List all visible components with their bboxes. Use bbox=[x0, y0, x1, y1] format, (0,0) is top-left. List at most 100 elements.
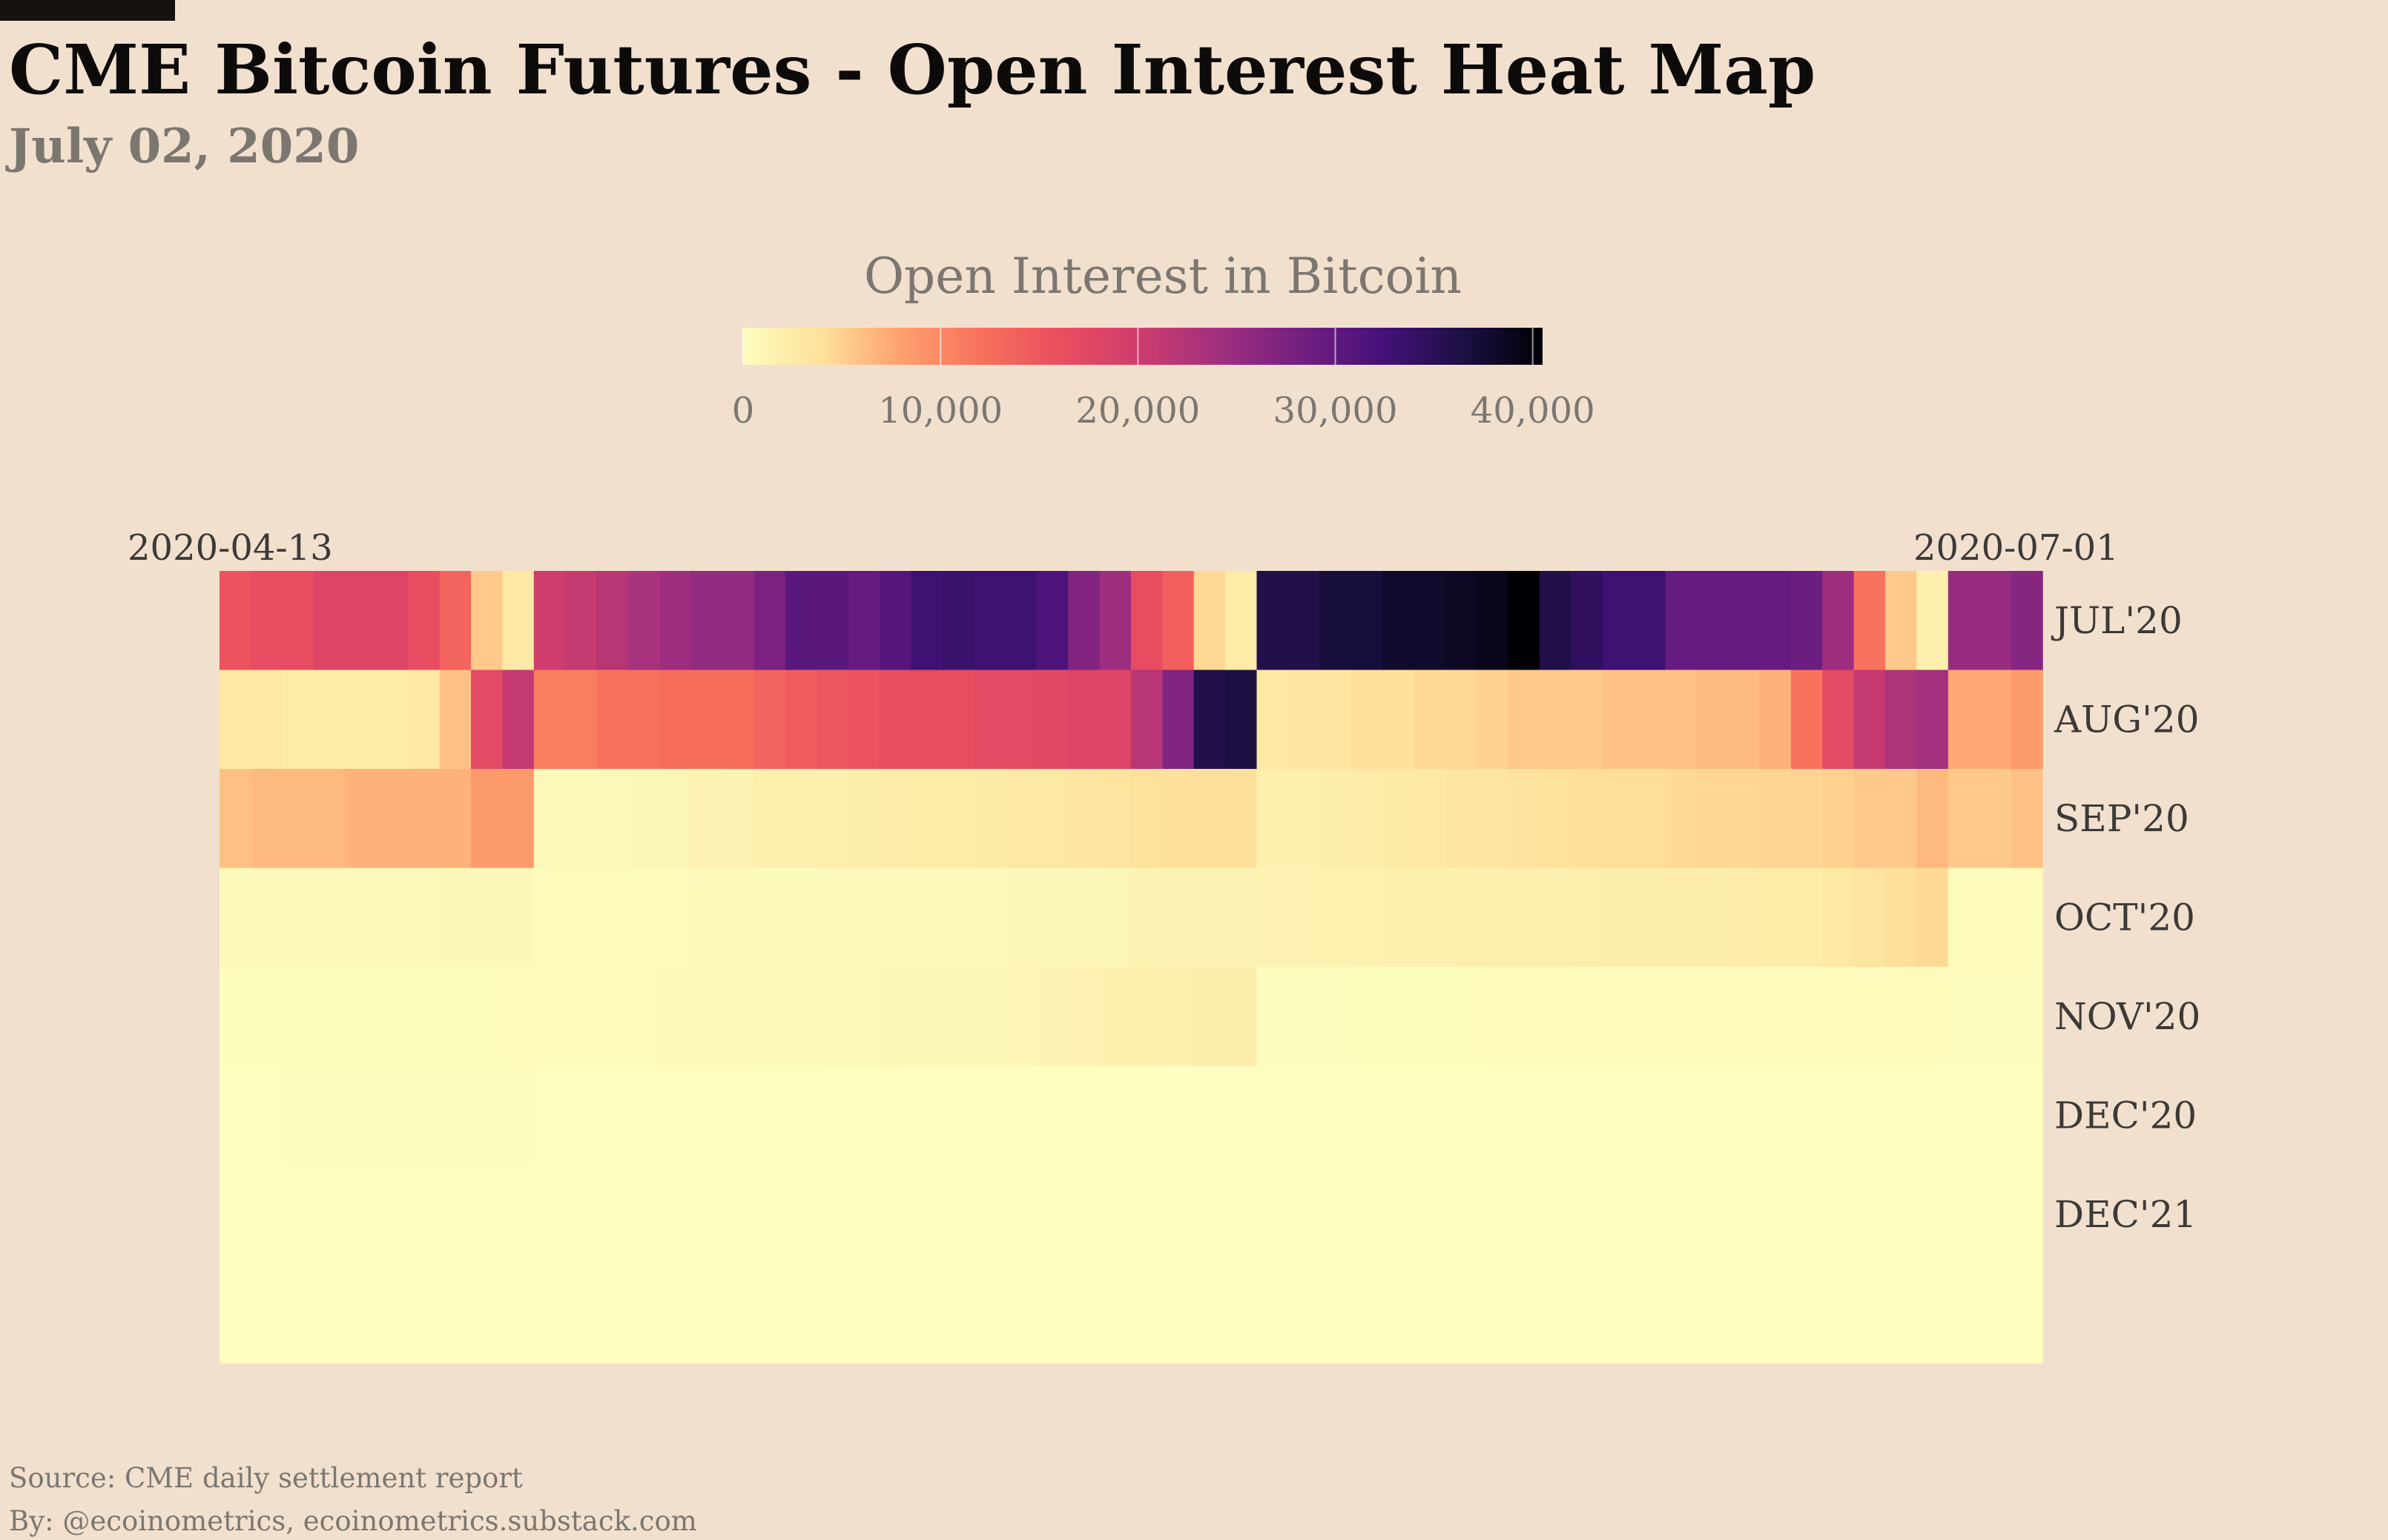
heatmap-cell bbox=[1414, 1165, 1446, 1265]
heatmap-cell bbox=[627, 1165, 661, 1265]
heatmap-cell bbox=[1225, 967, 1258, 1067]
heatmap-cell bbox=[2011, 967, 2043, 1067]
heatmap-cells bbox=[220, 571, 2043, 1364]
heatmap-cell bbox=[1445, 670, 1477, 770]
heatmap-cell bbox=[1131, 670, 1164, 770]
chart-subtitle: July 02, 2020 bbox=[9, 119, 360, 174]
heatmap-cell bbox=[282, 1165, 314, 1265]
heatmap-cell bbox=[1571, 868, 1603, 968]
heatmap-cell bbox=[408, 1263, 441, 1364]
heatmap-cell bbox=[1885, 1065, 1918, 1166]
row-labels: JUL'20 AUG'20 SEP'20 OCT'20 NOV'20 DEC'20 DEC'… bbox=[2051, 599, 2200, 1236]
heatmap-cell bbox=[1696, 1165, 1729, 1265]
heatmap-cell bbox=[1822, 868, 1855, 968]
heatmap-cell bbox=[565, 769, 598, 869]
heatmap-cell bbox=[1256, 769, 1289, 869]
heatmap-cell bbox=[1036, 967, 1069, 1067]
heatmap-cell bbox=[345, 868, 377, 968]
heatmap-cell bbox=[753, 670, 786, 770]
heatmap-cell bbox=[1947, 769, 1981, 869]
heatmap-cell bbox=[1885, 769, 1918, 869]
heatmap-cell bbox=[1790, 1263, 1824, 1364]
heatmap-cell bbox=[1193, 967, 1226, 1067]
heatmap-cell bbox=[785, 1165, 818, 1265]
heatmap-cell bbox=[1728, 868, 1761, 968]
heatmap-cell bbox=[1696, 1263, 1729, 1364]
heatmap-cell bbox=[1477, 967, 1509, 1067]
heatmap-cell bbox=[282, 670, 314, 770]
heatmap-cell bbox=[376, 967, 409, 1067]
row-label: OCT'20 bbox=[2054, 896, 2195, 939]
heatmap-cell bbox=[471, 868, 504, 968]
heatmap-cell bbox=[722, 967, 755, 1067]
heatmap-cell bbox=[627, 1065, 661, 1166]
heatmap-cell bbox=[1225, 1263, 1258, 1364]
heatmap-cell bbox=[722, 670, 755, 770]
heatmap-cell bbox=[722, 1065, 755, 1166]
heatmap-cell bbox=[1414, 571, 1446, 671]
heatmap-cell bbox=[1885, 1165, 1918, 1265]
heatmap-cell bbox=[1508, 1065, 1540, 1166]
heatmap-cell bbox=[1477, 769, 1509, 869]
heatmap-cell bbox=[974, 769, 1006, 869]
heatmap-cell bbox=[1005, 571, 1038, 671]
heatmap-cell bbox=[1571, 1065, 1603, 1166]
heatmap-cell bbox=[251, 1165, 283, 1265]
heatmap-cell bbox=[1162, 1065, 1195, 1166]
heatmap-cell bbox=[879, 1065, 912, 1166]
heatmap-cell bbox=[1634, 868, 1666, 968]
heatmap-cell bbox=[1853, 571, 1886, 671]
heatmap-cell bbox=[817, 1263, 849, 1364]
heatmap-cell bbox=[1602, 769, 1635, 869]
heatmap-cell bbox=[722, 571, 755, 671]
heatmap-cell bbox=[753, 1263, 786, 1364]
heatmap-cell bbox=[1382, 571, 1415, 671]
heatmap-cell bbox=[1916, 1263, 1949, 1364]
heatmap-cell bbox=[1634, 769, 1666, 869]
heatmap-cell bbox=[314, 670, 346, 770]
heatmap-cell bbox=[1036, 769, 1069, 869]
heatmap-cell bbox=[659, 1065, 692, 1166]
heatmap-cell bbox=[911, 1165, 943, 1265]
heatmap-cell bbox=[408, 868, 441, 968]
heatmap-cell bbox=[1665, 1263, 1698, 1364]
heatmap-cell bbox=[345, 967, 377, 1067]
heatmap-cell bbox=[911, 670, 943, 770]
heatmap-cell bbox=[1885, 967, 1918, 1067]
heatmap-cell bbox=[1853, 670, 1886, 770]
heatmap-cell bbox=[282, 571, 314, 671]
heatmap-cell bbox=[533, 868, 566, 968]
heatmap-cell bbox=[502, 967, 535, 1067]
heatmap-cell bbox=[1822, 967, 1855, 1067]
heatmap-cell bbox=[502, 1263, 535, 1364]
colorbar-ticks: 0 10,000 20,000 30,000 40,000 bbox=[732, 328, 1595, 432]
heatmap-cell bbox=[659, 967, 692, 1067]
heatmap-cell bbox=[911, 967, 943, 1067]
heatmap-cell bbox=[1414, 868, 1446, 968]
heatmap-cell bbox=[1665, 571, 1698, 671]
heatmap-cell bbox=[690, 868, 723, 968]
heatmap-cell bbox=[1665, 868, 1698, 968]
heatmap-cell bbox=[282, 1065, 314, 1166]
heatmap-cell bbox=[502, 670, 535, 770]
heatmap-cell bbox=[1539, 868, 1572, 968]
heatmap-cell bbox=[439, 967, 472, 1067]
heatmap-cell bbox=[1193, 769, 1226, 869]
heatmap-cell bbox=[785, 769, 818, 869]
heatmap-cell bbox=[722, 868, 755, 968]
heatmap-cell bbox=[1916, 571, 1949, 671]
heatmap-cell bbox=[1602, 670, 1635, 770]
heatmap-cell bbox=[1162, 868, 1195, 968]
heatmap-cell bbox=[690, 769, 723, 869]
heatmap-cell bbox=[408, 670, 441, 770]
heatmap-cell bbox=[1508, 769, 1540, 869]
heatmap-cell bbox=[1099, 769, 1132, 869]
heatmap-cell bbox=[1068, 670, 1101, 770]
heatmap-cell bbox=[1728, 670, 1761, 770]
heatmap-cell bbox=[627, 1263, 661, 1364]
heatmap-cell bbox=[1979, 1065, 2012, 1166]
heatmap-cell bbox=[942, 670, 974, 770]
heatmap-cell bbox=[785, 571, 818, 671]
heatmap-cell bbox=[1287, 571, 1321, 671]
heatmap-cell bbox=[502, 571, 535, 671]
